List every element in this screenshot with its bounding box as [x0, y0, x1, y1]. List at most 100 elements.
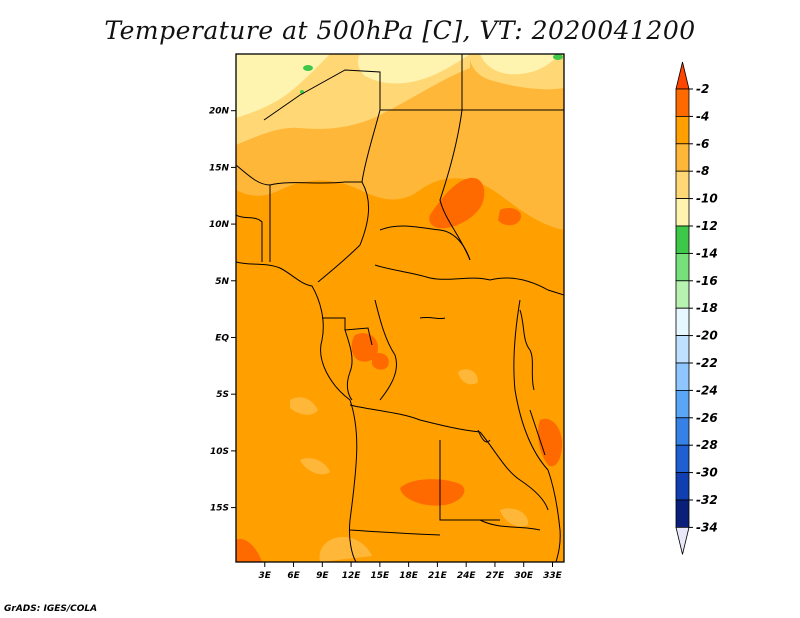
colorbar-box: [675, 225, 690, 254]
colorbar-bottom-cap: [675, 527, 690, 555]
border-zimbabwe: [479, 519, 541, 531]
field-band-coolest-mid: [357, 54, 470, 84]
warm-patch-center-2: [372, 353, 389, 370]
lake-drc-2: [477, 429, 491, 443]
lon-tick-label: 18E: [399, 571, 419, 581]
colorbar-label: -2: [696, 82, 709, 96]
lon-tick-label: 3E: [259, 571, 272, 581]
lat-tick-label: 5N: [215, 277, 229, 287]
colorbar-label: -22: [696, 356, 718, 370]
field-band-coolest-east: [480, 54, 560, 75]
longitude-axis: 3E 6E 9E 12E 15E 18E 21E 24E 27E 30E 33E: [259, 562, 563, 581]
cool-streak-4: [319, 536, 372, 562]
lon-tick-label: 12E: [342, 571, 362, 581]
colorbar-label: -32: [696, 493, 718, 507]
green-patch-a: [303, 65, 313, 71]
coastline-west: [236, 261, 358, 562]
colorbar-label: -30: [696, 466, 718, 480]
border-car-north: [379, 225, 471, 261]
colorbar-label: -8: [696, 164, 709, 178]
warm-patch-southwest: [236, 539, 262, 562]
warm-patch-south: [400, 479, 465, 506]
colorbar-label: -26: [696, 411, 718, 425]
lat-tick-label: 5S: [216, 390, 229, 400]
colorbar-label: -14: [696, 246, 718, 260]
lat-tick-label: 20N: [209, 107, 230, 117]
lake-drc-1: [419, 316, 446, 320]
colorbar-box: [675, 472, 690, 501]
border-lake-2: [529, 409, 546, 456]
map-title: Temperature at 500hPa [C], VT: 202004120…: [104, 16, 696, 45]
border-angola-north: [349, 404, 481, 433]
latitude-axis: 20N 15N 10N 5N EQ 5S 10S 15S: [209, 107, 236, 514]
border-chad-sudan: [439, 109, 471, 261]
colorbar-box: [675, 499, 690, 528]
border-chad-west: [361, 109, 381, 183]
border-lake-1: [519, 309, 535, 391]
warm-patch-north: [429, 177, 485, 229]
border-nigeria-cameroon: [317, 181, 370, 283]
colorbar-label: -28: [696, 438, 718, 452]
colorbar-label: -24: [696, 383, 718, 397]
lon-tick-label: 27E: [486, 571, 506, 581]
colorbar-box: [675, 116, 690, 145]
border-angola-east: [439, 440, 500, 521]
colorbar-box: [675, 389, 690, 419]
colorbar-box: [675, 252, 690, 282]
warm-patch-north-2: [498, 208, 521, 226]
colorbar-box: [675, 170, 690, 199]
border-zambia: [479, 431, 549, 511]
colorbar-label: -18: [696, 301, 718, 315]
lon-tick-label: 21E: [428, 571, 448, 581]
lat-tick-label: EQ: [215, 333, 229, 343]
colorbar-box: [675, 307, 690, 337]
green-patch-c: [553, 54, 563, 60]
border-car-south: [374, 264, 491, 281]
border-east-mozambique: [547, 469, 561, 562]
temperature-field: [236, 54, 564, 562]
lon-tick-label: 24E: [457, 571, 477, 581]
lon-tick-label: 33E: [543, 571, 563, 581]
warm-patch-east: [537, 418, 563, 467]
colorbar-label: -16: [696, 274, 718, 288]
colorbar-box: [675, 444, 690, 474]
border-drc-west: [374, 299, 397, 401]
border-west-2: [236, 214, 263, 262]
colorbar-label: -10: [696, 192, 718, 206]
colorbar-box: [675, 362, 690, 391]
lat-tick-label: 15S: [210, 504, 229, 514]
country-borders: [236, 54, 564, 562]
colorbar-label: -20: [696, 329, 718, 343]
border-congo: [344, 329, 353, 401]
cool-streak-2: [300, 458, 330, 475]
colorbar: -2 -4 -6 -8 -10 -12 -14 -16 -18 -20 -22 -24 -26 -28 -3…: [675, 61, 718, 555]
colorbar-box: [675, 417, 690, 446]
lat-tick-label: 10N: [209, 220, 230, 230]
colorbar-label: -12: [696, 219, 718, 233]
cool-streak-5: [500, 508, 529, 527]
lat-tick-label: 15N: [209, 163, 230, 173]
colorbar-box: [675, 198, 690, 227]
lon-tick-label: 6E: [287, 571, 300, 581]
colorbar-box: [675, 143, 690, 172]
lon-tick-label: 9E: [316, 571, 329, 581]
colorbar-box: [675, 335, 690, 364]
colorbar-top-cap: [675, 61, 690, 90]
lat-tick-label: 10S: [210, 447, 229, 457]
border-angola-south: [349, 529, 441, 536]
colorbar-label: -6: [696, 137, 709, 151]
cool-streak-3: [458, 369, 478, 385]
footer-credit: GrADS: IGES/COLA: [4, 604, 98, 614]
border-east-1: [489, 277, 564, 296]
colorbar-label: -34: [696, 520, 718, 534]
colorbar-label: -4: [696, 109, 709, 123]
lon-tick-label: 30E: [514, 571, 534, 581]
cool-streak-1: [290, 397, 318, 415]
border-drc-east: [513, 299, 549, 471]
border-west-africa: [236, 164, 271, 262]
colorbar-box: [675, 88, 690, 117]
border-niger-nigeria: [269, 181, 362, 186]
map-frame: [235, 53, 565, 563]
lon-tick-label: 15E: [371, 571, 391, 581]
